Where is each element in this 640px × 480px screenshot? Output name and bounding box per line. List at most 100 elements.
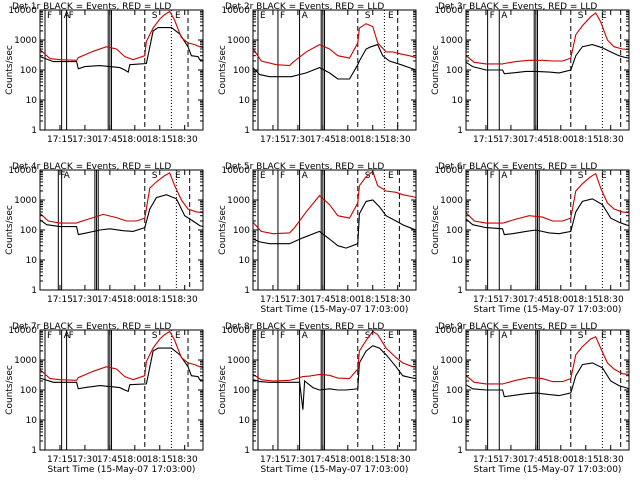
- lld-series-line: [465, 335, 630, 385]
- y-axis-label: Counts/sec: [218, 45, 228, 95]
- y-tick-label: 1000: [440, 356, 463, 366]
- flag-label: E: [388, 11, 394, 21]
- y-tick-label: 100: [233, 386, 250, 396]
- y-axis-label: Counts/sec: [431, 45, 441, 95]
- y-axis-label: Counts/sec: [5, 365, 15, 415]
- x-tick-label: 18:30: [598, 135, 624, 145]
- x-tick-label: 18:30: [385, 135, 411, 145]
- lld-series-line: [252, 330, 417, 382]
- x-tick-label: 18:30: [172, 455, 198, 465]
- y-tick-label: 10: [239, 256, 251, 266]
- x-tick-label: 17:15: [260, 455, 286, 465]
- lld-series-line: [465, 172, 630, 224]
- plot-frame: [465, 169, 630, 291]
- flag-label: F: [490, 11, 495, 21]
- x-tick-label: 17:45: [97, 295, 123, 305]
- x-tick-label: 17:30: [285, 455, 311, 465]
- y-tick-label: 10: [452, 256, 464, 266]
- x-axis-label: Start Time (15-May-07 17:03:00): [474, 465, 622, 475]
- events-series-line: [39, 347, 204, 393]
- y-axis-label: Counts/sec: [431, 365, 441, 415]
- x-tick-label: 18:00: [122, 295, 148, 305]
- x-tick-label: 17:30: [72, 455, 98, 465]
- flag-label: E: [175, 11, 181, 21]
- y-tick-label: 1000: [440, 36, 463, 46]
- x-tick-label: 18:00: [548, 455, 574, 465]
- y-tick-label: 1000: [14, 356, 37, 366]
- x-tick-label: 17:30: [498, 455, 524, 465]
- y-axis-label: Counts/sec: [5, 45, 15, 95]
- x-tick-label: 17:15: [260, 135, 286, 145]
- flag-label: S: [578, 171, 584, 181]
- lld-series-line: [39, 330, 204, 381]
- flag-label: A: [302, 171, 309, 181]
- y-tick-label: 1000: [227, 36, 250, 46]
- x-tick-label: 18:15: [147, 455, 173, 465]
- events-series-line: [252, 199, 417, 249]
- x-tick-label: 18:00: [122, 135, 148, 145]
- y-axis-label: Counts/sec: [5, 205, 15, 255]
- flag-label: A: [64, 11, 71, 21]
- y-tick-label: 1: [31, 286, 37, 296]
- y-tick-label: 100: [20, 226, 37, 236]
- flag-label: S: [152, 171, 158, 181]
- flag-label: E: [388, 331, 394, 341]
- y-tick-label: 10: [239, 96, 251, 106]
- x-tick-label: 18:15: [360, 295, 386, 305]
- flag-label: S: [365, 331, 371, 341]
- x-tick-label: 18:00: [548, 295, 574, 305]
- x-tick-label: 18:15: [147, 135, 173, 145]
- y-tick-label: 1: [457, 286, 463, 296]
- flag-label: S: [152, 331, 158, 341]
- events-series-line: [252, 43, 417, 80]
- y-tick-label: 10000: [434, 326, 463, 336]
- x-tick-label: 18:15: [147, 295, 173, 305]
- lld-series-line: [39, 172, 204, 224]
- y-tick-label: 1000: [227, 356, 250, 366]
- events-series-line: [39, 27, 204, 73]
- x-tick-label: 17:45: [523, 455, 549, 465]
- x-tick-label: 17:15: [47, 455, 73, 465]
- x-tick-label: 17:45: [523, 135, 549, 145]
- events-series-line: [465, 198, 630, 236]
- flag-label: F: [280, 11, 285, 21]
- lld-series-line: [252, 170, 417, 235]
- lld-series-line: [252, 23, 417, 67]
- y-tick-label: 10000: [221, 166, 250, 176]
- x-tick-label: 17:30: [498, 295, 524, 305]
- y-tick-label: 1000: [440, 196, 463, 206]
- events-series-line: [39, 194, 204, 236]
- chart-title: Det 3r BLACK = Events, RED = LLD: [438, 2, 597, 12]
- flag-label: E: [260, 331, 266, 341]
- flag-label: F: [47, 11, 52, 21]
- y-tick-label: 100: [446, 226, 463, 236]
- x-tick-label: 18:30: [385, 295, 411, 305]
- x-tick-label: 17:45: [310, 135, 336, 145]
- y-tick-label: 10000: [434, 166, 463, 176]
- x-tick-label: 18:15: [360, 135, 386, 145]
- y-tick-label: 1000: [14, 36, 37, 46]
- y-tick-label: 10: [26, 96, 38, 106]
- flag-label: F: [490, 331, 495, 341]
- flag-label: E: [260, 171, 266, 181]
- y-tick-label: 1000: [14, 196, 37, 206]
- y-tick-label: 10: [26, 256, 38, 266]
- chart-title: Det 7r BLACK = Events, RED = LLD: [12, 322, 171, 332]
- x-tick-label: 18:15: [573, 455, 599, 465]
- chart-title: Det 6r BLACK = Events, RED = LLD: [438, 162, 597, 172]
- y-tick-label: 100: [446, 386, 463, 396]
- x-tick-label: 17:30: [72, 135, 98, 145]
- flag-label: E: [388, 171, 394, 181]
- y-tick-label: 1: [31, 126, 37, 136]
- x-tick-label: 17:15: [47, 295, 73, 305]
- x-tick-label: 17:30: [72, 295, 98, 305]
- y-tick-label: 100: [233, 226, 250, 236]
- flag-label: A: [501, 11, 508, 21]
